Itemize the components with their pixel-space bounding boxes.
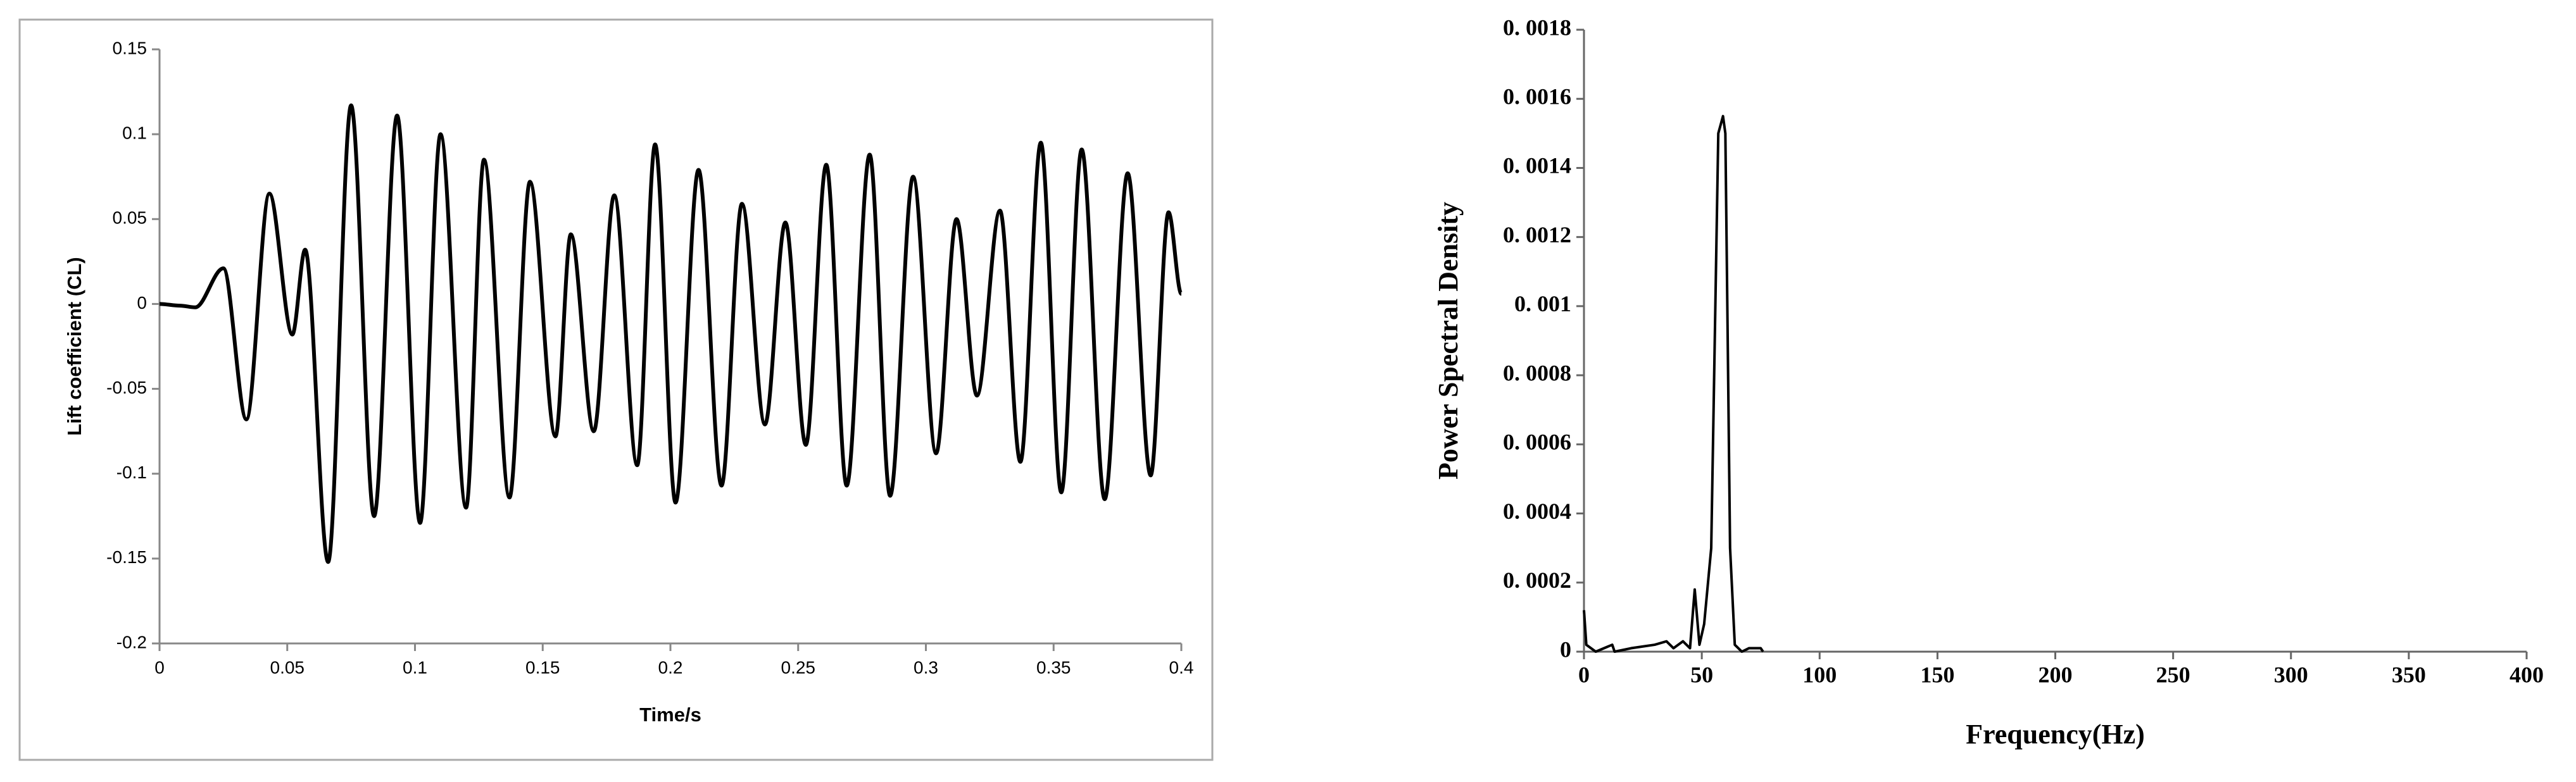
y-tick-label: 0.15: [113, 38, 148, 58]
y-tick-label: -0.15: [106, 547, 147, 567]
x-tick-label: 0.1: [403, 657, 427, 677]
x-tick-label: 0.15: [525, 657, 560, 677]
y-tick-label: 0: [1560, 636, 1571, 662]
y-tick-label: -0.2: [116, 632, 147, 652]
x-tick-label: 0.4: [1169, 657, 1194, 677]
x-axis-label: Time/s: [639, 704, 701, 726]
y-tick-label: 0. 0014: [1503, 153, 1571, 178]
x-axis-label: Frequency(Hz): [1966, 719, 2145, 750]
x-tick-label: 100: [1802, 662, 1837, 687]
data-line: [1583, 115, 1764, 653]
y-tick-label: -0.05: [106, 378, 147, 397]
x-tick-label: 0.2: [658, 657, 683, 677]
x-tick-label: 350: [2392, 662, 2426, 687]
x-tick-label: 0.05: [270, 657, 305, 677]
y-tick-label: 0. 0006: [1503, 430, 1571, 455]
y-tick-label: 0.05: [113, 208, 148, 228]
x-tick-label: 400: [2510, 662, 2544, 687]
x-tick-label: 0.25: [781, 657, 816, 677]
y-tick-label: 0. 0016: [1503, 84, 1571, 109]
y-tick-label: -0.1: [116, 462, 147, 482]
x-tick-label: 300: [2274, 662, 2308, 687]
y-tick-label: 0. 0004: [1503, 499, 1571, 524]
y-tick-label: 0. 0018: [1503, 15, 1571, 40]
x-tick-label: 150: [1920, 662, 1954, 687]
y-tick-label: 0: [137, 293, 147, 313]
x-tick-label: 0.3: [914, 657, 938, 677]
x-tick-label: 0.35: [1036, 657, 1071, 677]
y-tick-label: 0. 001: [1514, 291, 1571, 316]
data-line: [159, 103, 1183, 564]
x-tick-label: 0: [1578, 662, 1590, 687]
y-tick-label: 0. 0002: [1503, 568, 1571, 593]
y-tick-label: 0. 0012: [1503, 222, 1571, 247]
chart-frame: [18, 18, 1214, 761]
x-tick-label: 200: [2039, 662, 2073, 687]
x-tick-label: 50: [1690, 662, 1713, 687]
y-tick-label: 0.1: [122, 123, 147, 143]
y-axis-label: Lift coefficient (CL): [63, 257, 85, 435]
x-tick-label: 250: [2156, 662, 2190, 687]
x-tick-label: 0: [154, 657, 165, 677]
y-tick-label: 0. 0008: [1503, 360, 1571, 385]
y-axis-label: Power Spectral Density: [1433, 202, 1464, 480]
